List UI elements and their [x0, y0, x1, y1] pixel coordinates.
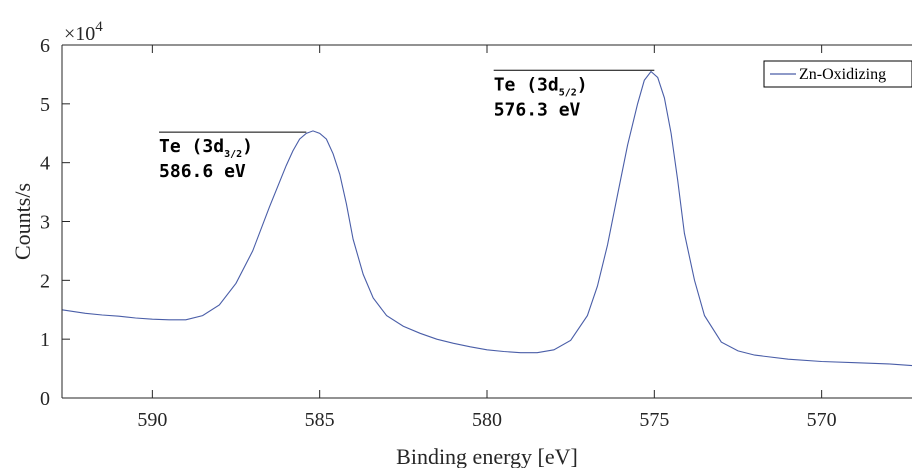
y-exponent-base: ×10 [64, 23, 95, 45]
y-tick-label: 5 [40, 94, 50, 116]
y-tick-label: 6 [40, 35, 50, 57]
x-axis-title: Binding energy [eV] [396, 444, 578, 468]
y-axis-title: Counts/s [10, 183, 35, 260]
x-tick-label: 580 [472, 409, 502, 431]
y-tick-label: 1 [40, 329, 50, 351]
y-tick-label: 2 [40, 270, 50, 292]
annotation-value-3-2: 586.6 eV [159, 161, 246, 182]
axis-layer: 590 585 580 575 570 0 1 2 3 4 5 6 [40, 35, 912, 431]
x-tick-label: 590 [137, 409, 167, 431]
series-line-zn-oxidizing [61, 70, 912, 367]
annotation-value-5-2: 576.3 eV [494, 99, 581, 120]
y-exponent-power: 4 [95, 19, 103, 35]
annotation-layer: Te (3d3/2)586.6 eV Te (3d5/2)576.3 eV [159, 69, 655, 182]
y-tick-label: 3 [40, 212, 50, 234]
legend-entry-zn-oxidizing: Zn-Oxidizing [799, 66, 886, 83]
y-exponent-label: ×104 [64, 19, 103, 45]
annotation-label-3-2: Te (3d3/2) [159, 136, 253, 160]
x-tick-label: 575 [639, 409, 669, 431]
x-tick-label: 570 [807, 409, 837, 431]
series-layer [61, 70, 912, 367]
y-tick-label: 0 [40, 388, 50, 410]
annotation-label-5-2: Te (3d5/2) [494, 74, 588, 98]
x-tick-label: 585 [305, 409, 335, 431]
y-tick-label: 4 [40, 153, 50, 175]
legend: Zn-Oxidizing [763, 60, 912, 88]
